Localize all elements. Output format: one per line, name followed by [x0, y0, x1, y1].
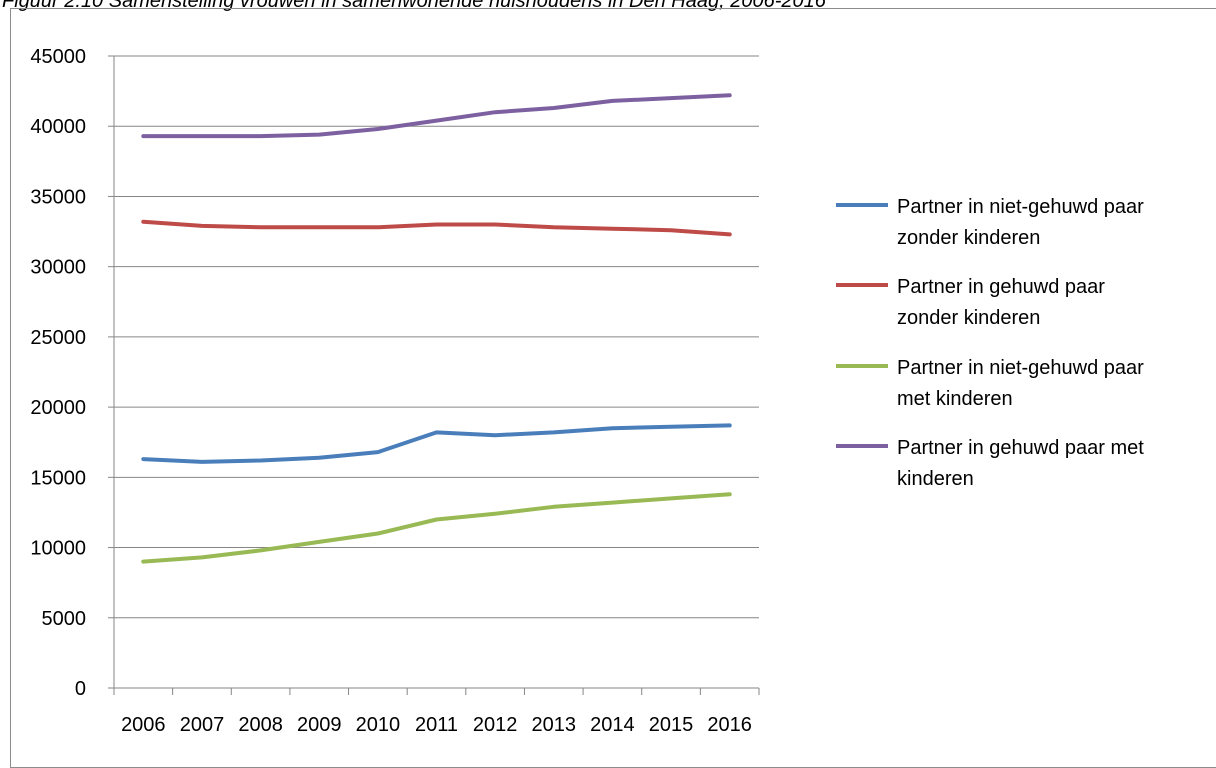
legend-label-3-line-1: Partner in niet-gehuwd paar — [897, 357, 1144, 379]
x-tick-label-2009: 2009 — [297, 714, 342, 736]
y-tick-label-9: 45000 — [30, 46, 86, 68]
x-tick-label-2008: 2008 — [238, 714, 283, 736]
y-tick-label-1: 5000 — [42, 608, 87, 630]
series-lines — [141, 93, 732, 564]
series-line-3 — [141, 492, 732, 564]
y-tick-label-7: 35000 — [30, 186, 86, 208]
y-tick-label-6: 30000 — [30, 257, 86, 279]
legend-label-1-line-1: Partner in niet-gehuwd paar — [897, 196, 1144, 218]
y-tick-label-0: 0 — [75, 678, 86, 700]
x-tick-label-2006: 2006 — [121, 714, 166, 736]
y-tick-label-4: 20000 — [30, 397, 86, 419]
series-line-4 — [141, 93, 732, 139]
x-tick-label-2011: 2011 — [415, 714, 458, 736]
x-tick-label-2016: 2016 — [707, 714, 752, 736]
series-line-1 — [141, 423, 732, 464]
x-tick-label-2012: 2012 — [473, 714, 518, 736]
gridlines — [114, 55, 759, 619]
axes: 0 5000 10000 15000 20000 25000 30000 35000 40000… — [30, 46, 760, 736]
x-tick-label-2010: 2010 — [356, 714, 401, 736]
legend-label-1-line-2: zonder kinderen — [897, 227, 1040, 249]
x-tick-label-2007: 2007 — [180, 714, 225, 736]
page-title: Figuur 2.10 Samenstelling vrouwen in sam… — [2, 0, 826, 12]
x-tick-label-2015: 2015 — [649, 714, 694, 736]
legend-label-4-line-2: kinderen — [897, 468, 974, 490]
y-tick-label-8: 40000 — [30, 116, 86, 138]
x-tick-label-2014: 2014 — [590, 714, 635, 736]
legend-label-2-line-2: zonder kinderen — [897, 307, 1040, 329]
y-tick-label-5: 25000 — [30, 327, 86, 349]
legend-label-2-line-1: Partner in gehuwd paar — [897, 276, 1105, 298]
legend-label-4-line-1: Partner in gehuwd paar met — [897, 437, 1144, 459]
line-chart: 0 5000 10000 15000 20000 25000 30000 35000 40000… — [30, 46, 1144, 736]
legend-label-3-line-2: met kinderen — [897, 388, 1013, 410]
legend: Partner in niet-gehuwd paar zonder kinder… — [836, 196, 1144, 490]
x-tick-label-2013: 2013 — [532, 714, 577, 736]
series-line-2 — [141, 219, 732, 237]
y-tick-label-3: 15000 — [30, 467, 86, 489]
y-tick-label-2: 10000 — [30, 538, 86, 560]
